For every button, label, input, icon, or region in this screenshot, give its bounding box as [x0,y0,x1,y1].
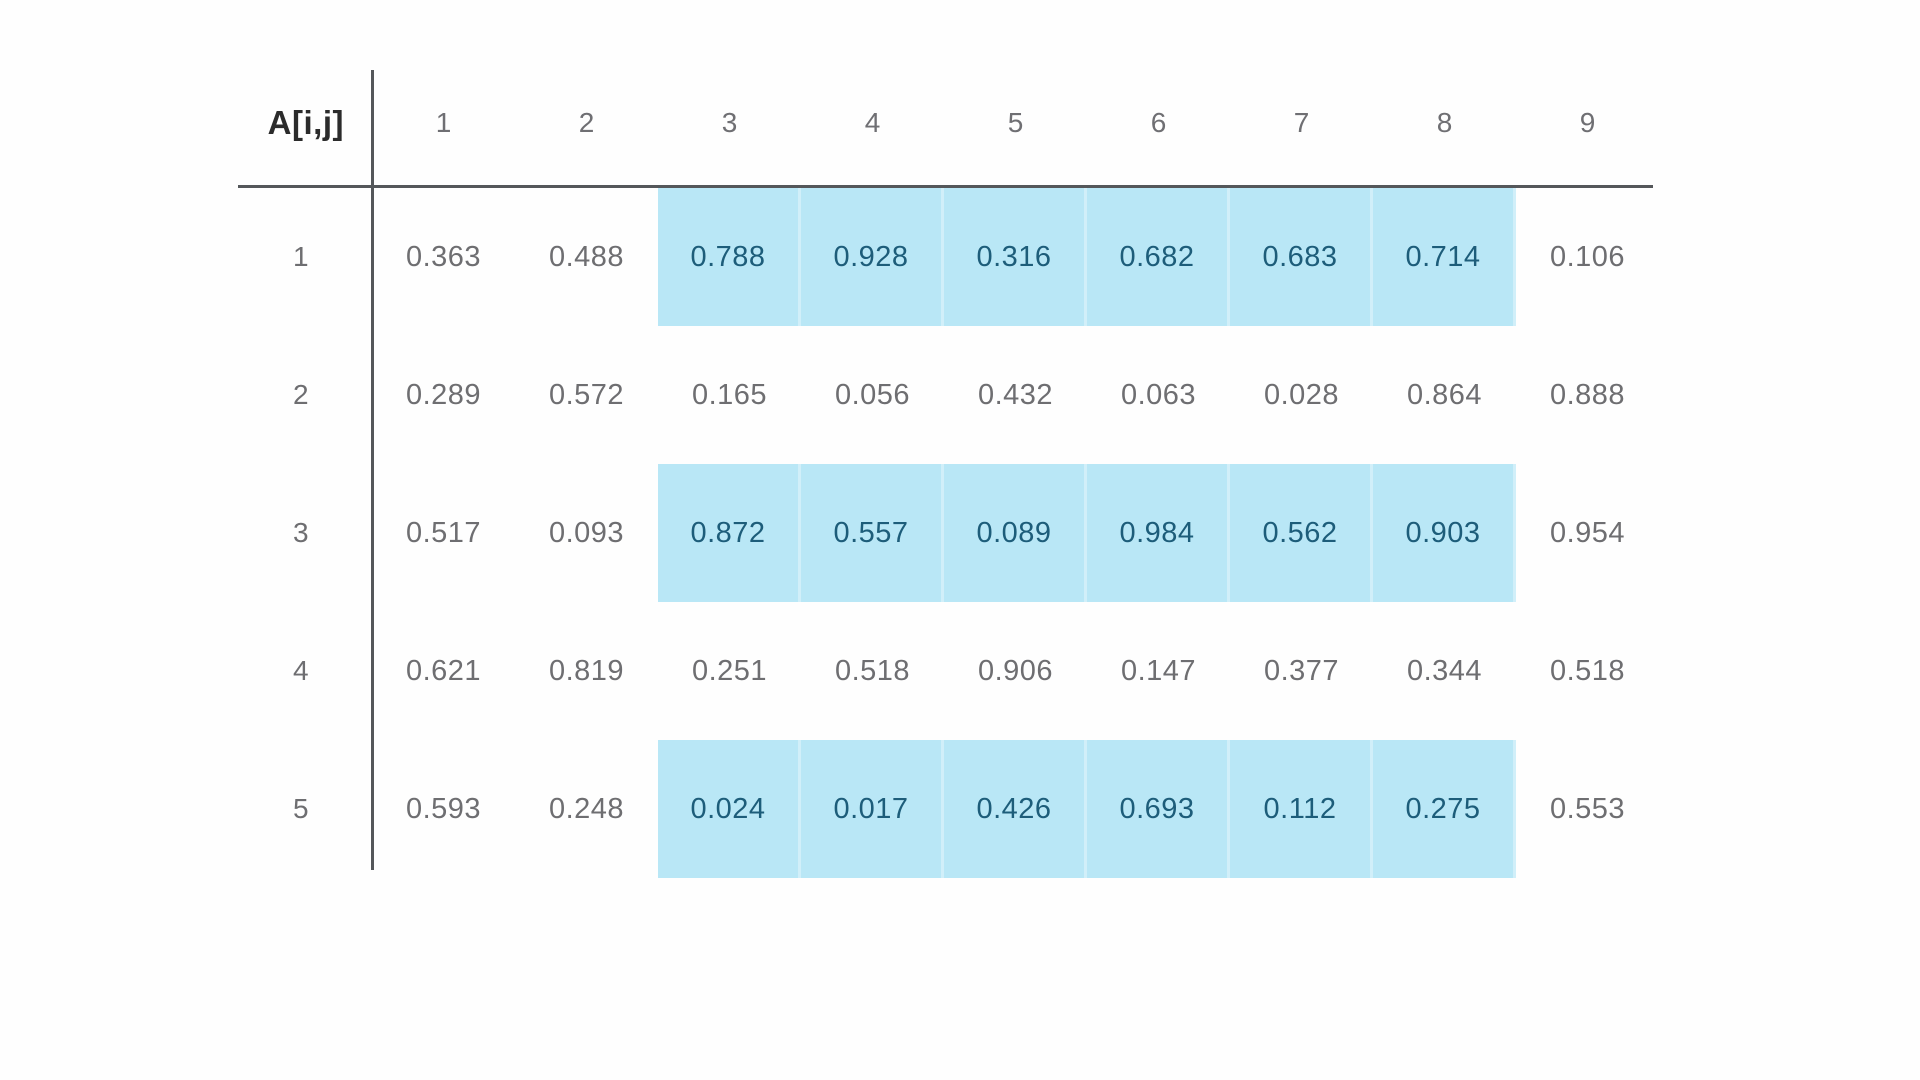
matrix-cell: 0.344 [1406,654,1483,687]
matrix-cell: 0.289 [405,378,482,411]
matrix-cell: 0.621 [405,654,482,687]
matrix-cell: 0.954 [1549,516,1626,549]
header-rule [238,185,1653,188]
matrix-cell: 0.363 [405,240,482,273]
matrix-cell-highlighted: 0.017 [801,740,944,878]
matrix-cell: 0.518 [1549,654,1626,687]
matrix-header-row: A[i,j] 1 2 3 4 5 6 7 8 9 [230,60,1659,185]
column-header: 2 [578,106,595,138]
table-row: 1 0.363 0.488 0.788 0.928 0.316 0.682 0.683 0.71… [230,188,1659,326]
matrix-cell: 0.056 [834,378,911,411]
matrix-cell-highlighted: 0.788 [658,188,801,326]
matrix-cell: 0.248 [548,792,625,825]
matrix-cell-highlighted: 0.872 [658,464,801,602]
matrix-cell-highlighted: 0.984 [1087,464,1230,602]
row-header: 5 [292,793,310,824]
matrix-cell-highlighted: 0.426 [944,740,1087,878]
matrix-cell: 0.906 [977,654,1054,687]
column-header: 1 [435,106,452,138]
matrix-cell: 0.572 [548,378,625,411]
matrix-cell-highlighted: 0.683 [1230,188,1373,326]
matrix-cell: 0.106 [1549,240,1626,273]
vertical-rule [371,70,374,870]
matrix-cell: 0.165 [691,378,768,411]
matrix-cell: 0.593 [405,792,482,825]
matrix-cell-highlighted: 0.024 [658,740,801,878]
row-header: 2 [292,379,310,410]
matrix-corner-label: A[i,j] [267,103,344,141]
table-row: 3 0.517 0.093 0.872 0.557 0.089 0.984 0.562 0.90… [230,464,1659,602]
matrix-cell-highlighted: 0.714 [1373,188,1516,326]
column-header: 5 [1007,106,1024,138]
matrix-cell-highlighted: 0.089 [944,464,1087,602]
table-row: 5 0.593 0.248 0.024 0.017 0.426 0.693 0.112 0.27… [230,740,1659,878]
matrix-cell: 0.377 [1263,654,1340,687]
matrix-cell: 0.553 [1549,792,1626,825]
column-header: 7 [1293,106,1310,138]
matrix-cell: 0.819 [548,654,625,687]
matrix-cell-highlighted: 0.316 [944,188,1087,326]
matrix-cell-highlighted: 0.112 [1230,740,1373,878]
matrix-cell: 0.028 [1263,378,1340,411]
matrix-cell: 0.147 [1120,654,1197,687]
column-header: 9 [1579,106,1596,138]
matrix-cell: 0.864 [1406,378,1483,411]
matrix-cell: 0.063 [1120,378,1197,411]
matrix-body: 1 0.363 0.488 0.788 0.928 0.316 0.682 0.683 0.71… [230,188,1659,878]
table-row: 4 0.621 0.819 0.251 0.518 0.906 0.147 0.377 0.34… [230,602,1659,740]
matrix-cell-highlighted: 0.275 [1373,740,1516,878]
matrix-cell: 0.888 [1549,378,1626,411]
matrix-cell-highlighted: 0.693 [1087,740,1230,878]
matrix-cell-highlighted: 0.903 [1373,464,1516,602]
table-row: 2 0.289 0.572 0.165 0.056 0.432 0.063 0.028 0.86… [230,326,1659,464]
column-header: 3 [721,106,738,138]
matrix-cell: 0.517 [405,516,482,549]
column-header: 4 [864,106,881,138]
matrix-cell-highlighted: 0.562 [1230,464,1373,602]
matrix-cell-highlighted: 0.682 [1087,188,1230,326]
matrix-cell: 0.251 [691,654,768,687]
matrix-cell: 0.518 [834,654,911,687]
matrix-cell: 0.488 [548,240,625,273]
row-header: 3 [292,517,310,548]
matrix-cell-highlighted: 0.557 [801,464,944,602]
row-header: 1 [292,241,310,272]
matrix-cell: 0.093 [548,516,625,549]
matrix-cell-highlighted: 0.928 [801,188,944,326]
column-header: 8 [1436,106,1453,138]
matrix-cell: 0.432 [977,378,1054,411]
row-header: 4 [292,655,310,686]
column-header: 6 [1150,106,1167,138]
